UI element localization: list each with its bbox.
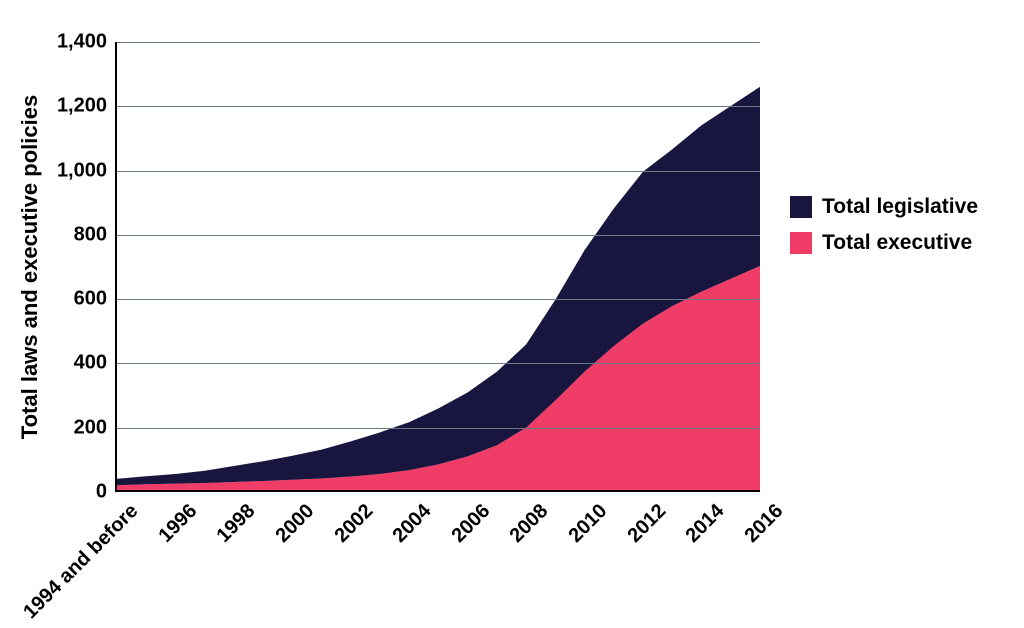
y-tick-label: 1,200: [57, 95, 117, 118]
chart-areas: [117, 42, 760, 490]
gridline: [117, 106, 760, 107]
y-tick-label: 200: [74, 416, 117, 439]
gridline: [117, 363, 760, 364]
y-tick-label: 800: [74, 223, 117, 246]
plot-area: 02004006008001,0001,2001,4001994 and bef…: [115, 42, 760, 492]
legend: Total legislative Total executive: [790, 195, 978, 267]
y-tick-label: 400: [74, 352, 117, 375]
x-tick-label: 1996: [144, 490, 202, 548]
legend-item: Total legislative: [790, 195, 978, 219]
y-tick-label: 1,400: [57, 31, 117, 54]
x-tick-label: 1994 and before: [9, 490, 143, 624]
x-tick-label: 2014: [672, 490, 730, 548]
gridline: [117, 428, 760, 429]
x-tick-label: 2000: [261, 490, 319, 548]
legend-item: Total executive: [790, 231, 978, 255]
gridline: [117, 171, 760, 172]
y-tick-label: 600: [74, 288, 117, 311]
y-axis-title: Total laws and executive policies: [17, 95, 43, 439]
x-tick-label: 2006: [437, 490, 495, 548]
x-tick-label: 2004: [379, 490, 437, 548]
stacked-area-chart: Total laws and executive policies 020040…: [0, 0, 1024, 628]
gridline: [117, 42, 760, 43]
legend-swatch: [790, 232, 812, 254]
x-tick-label: 2010: [555, 490, 613, 548]
x-tick-label: 2016: [731, 490, 789, 548]
x-tick-label: 2002: [320, 490, 378, 548]
legend-label: Total executive: [822, 231, 972, 255]
x-tick-label: 2012: [613, 490, 671, 548]
gridline: [117, 299, 760, 300]
x-tick-label: 1998: [203, 490, 261, 548]
legend-label: Total legislative: [822, 195, 978, 219]
x-tick-label: 2008: [496, 490, 554, 548]
legend-swatch: [790, 196, 812, 218]
y-tick-label: 1,000: [57, 159, 117, 182]
gridline: [117, 235, 760, 236]
